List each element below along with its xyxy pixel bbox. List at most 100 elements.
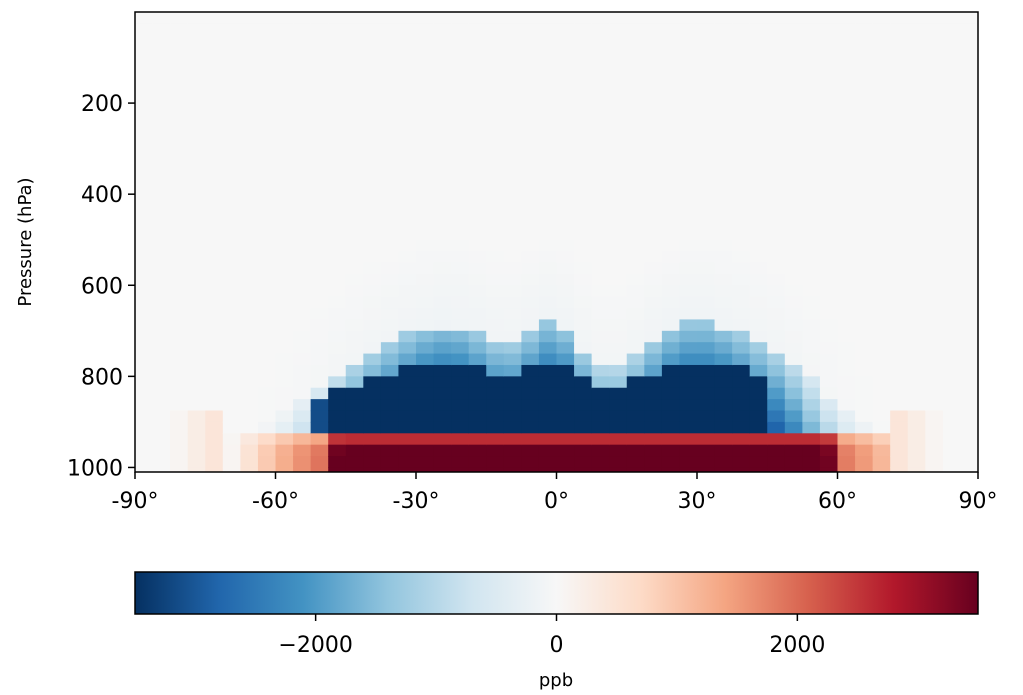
heatmap-cell — [591, 182, 610, 195]
heatmap-cell — [767, 239, 786, 252]
heatmap-cell — [222, 444, 241, 457]
heatmap-cell — [925, 285, 944, 298]
heatmap-cell — [521, 456, 540, 469]
heatmap-cell — [960, 171, 978, 184]
heatmap-cell — [644, 353, 663, 366]
heatmap-cell — [714, 285, 733, 298]
heatmap-cell — [416, 262, 435, 275]
heatmap-cell — [363, 353, 382, 366]
heatmap-cell — [855, 182, 874, 195]
heatmap-cell — [275, 273, 294, 286]
heatmap-cell — [960, 399, 978, 412]
heatmap-cell — [872, 399, 891, 412]
heatmap-cell — [556, 171, 575, 184]
heatmap-cell — [626, 171, 645, 184]
heatmap-cell — [626, 216, 645, 229]
heatmap-cell — [609, 148, 628, 161]
heatmap-cell — [310, 148, 329, 161]
heatmap-cell — [328, 251, 347, 264]
heatmap-cell — [380, 68, 400, 81]
heatmap-cell — [679, 171, 698, 184]
heatmap-cell — [433, 410, 452, 423]
heatmap-cell — [240, 262, 259, 275]
heatmap-cell — [310, 114, 329, 127]
heatmap-cell — [152, 308, 171, 321]
heatmap-cell — [732, 262, 751, 275]
heatmap-cell — [890, 376, 909, 389]
heatmap-cell — [380, 319, 400, 332]
heatmap-cell — [398, 421, 417, 434]
heatmap-cell — [802, 91, 821, 104]
heatmap-cell — [521, 421, 540, 434]
heatmap-cell — [398, 467, 417, 472]
heatmap-cell — [697, 57, 716, 70]
heatmap-cell — [416, 444, 435, 457]
heatmap-cell — [363, 364, 382, 377]
heatmap-cell — [293, 273, 312, 286]
heatmap-cell — [890, 23, 909, 36]
heatmap-cell — [679, 444, 698, 457]
x-tick-label: -60° — [252, 489, 299, 514]
heatmap-cell — [626, 194, 645, 207]
heatmap-cell — [890, 239, 909, 252]
heatmap-cell — [661, 91, 681, 104]
heatmap-cell — [574, 342, 593, 355]
heatmap-cell — [486, 57, 505, 70]
heatmap-cell — [556, 364, 575, 377]
heatmap-cell — [433, 353, 452, 366]
heatmap-cell — [363, 410, 382, 423]
heatmap-cell — [890, 444, 909, 457]
heatmap-cell — [784, 308, 803, 321]
heatmap-cell — [749, 68, 768, 81]
heatmap-cell — [135, 46, 154, 59]
heatmap-cell — [416, 228, 435, 241]
heatmap-cell — [714, 399, 733, 412]
heatmap-cell — [697, 160, 716, 173]
heatmap-cell — [907, 308, 926, 321]
heatmap-cell — [257, 387, 277, 400]
heatmap-cell — [468, 296, 487, 309]
heatmap-cell — [135, 456, 154, 469]
heatmap-cell — [925, 296, 944, 309]
heatmap-cell — [187, 103, 206, 116]
heatmap-cell — [363, 137, 382, 150]
heatmap-cell — [187, 410, 206, 423]
heatmap-cell — [240, 114, 259, 127]
heatmap-cell — [451, 228, 470, 241]
heatmap-cell — [310, 376, 329, 389]
heatmap-cell — [574, 251, 593, 264]
heatmap-cell — [328, 216, 347, 229]
heatmap-cell — [855, 353, 874, 366]
heatmap-cell — [749, 114, 768, 127]
heatmap-cell — [451, 353, 470, 366]
heatmap-cell — [942, 205, 962, 218]
heatmap-cell — [784, 433, 803, 446]
heatmap-cell — [907, 444, 926, 457]
heatmap-cell — [872, 308, 891, 321]
heatmap-cell — [890, 399, 909, 412]
heatmap-cell — [486, 80, 505, 93]
heatmap-cell — [521, 342, 540, 355]
heatmap-cell — [749, 433, 768, 446]
heatmap-cell — [468, 239, 487, 252]
heatmap-cell — [907, 285, 926, 298]
heatmap-cell — [345, 285, 364, 298]
heatmap-cell — [855, 330, 874, 343]
heatmap-cell — [433, 342, 452, 355]
heatmap-cell — [679, 376, 698, 389]
heatmap-cell — [714, 421, 733, 434]
heatmap-cell — [345, 171, 364, 184]
heatmap-cell — [591, 216, 610, 229]
heatmap-cell — [609, 308, 628, 321]
heatmap-cell — [837, 57, 856, 70]
heatmap-cell — [328, 433, 347, 446]
heatmap-cell — [609, 80, 628, 93]
heatmap-cell — [187, 12, 206, 24]
heatmap-cell — [257, 410, 277, 423]
heatmap-cell — [697, 285, 716, 298]
heatmap-cell — [837, 444, 856, 457]
heatmap-cell — [574, 228, 593, 241]
heatmap-cell — [170, 444, 189, 457]
heatmap-cell — [503, 285, 522, 298]
heatmap-cell — [609, 456, 628, 469]
